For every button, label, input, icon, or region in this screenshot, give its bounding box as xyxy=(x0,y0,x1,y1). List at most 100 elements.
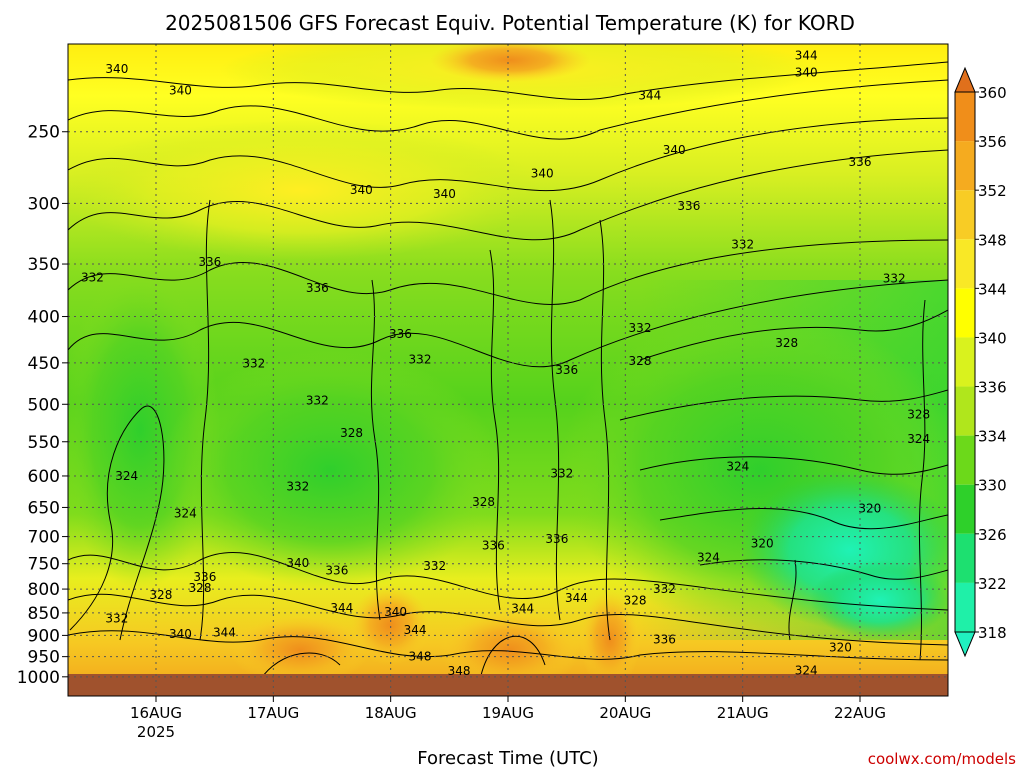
field-cool-core-2 xyxy=(810,560,948,640)
contour-label: 324 xyxy=(726,460,749,474)
colorbar-label: 360 xyxy=(978,84,1007,102)
contour-label: 336 xyxy=(325,563,348,577)
colorbar-label: 322 xyxy=(978,575,1007,593)
colorbar-segment xyxy=(955,337,975,387)
contour-line xyxy=(699,559,948,580)
contour-label: 328 xyxy=(907,407,930,421)
y-tick-label: 650 xyxy=(28,498,60,518)
contour-label: 336 xyxy=(545,532,568,546)
colorbar-segment xyxy=(955,239,975,289)
contour-line xyxy=(918,299,926,661)
y-tick-label: 850 xyxy=(28,604,60,624)
y-tick-label: 900 xyxy=(28,626,60,646)
contour-lines xyxy=(68,61,948,681)
field-warm-low-4 xyxy=(350,585,430,665)
contour-label: 344 xyxy=(404,623,427,637)
colorbar-label: 352 xyxy=(978,182,1007,200)
colorbar-label: 326 xyxy=(978,526,1007,544)
contour-label: 340 xyxy=(350,183,373,197)
y-tick-label: 450 xyxy=(28,354,60,374)
contour-line xyxy=(68,149,948,241)
contour-label: 344 xyxy=(638,89,661,103)
contour-label: 332 xyxy=(242,357,265,371)
contour-label: 340 xyxy=(433,187,456,201)
contour-label: 332 xyxy=(731,237,754,251)
contour-label: 332 xyxy=(423,559,446,573)
colorbar-segment xyxy=(955,190,975,240)
contour-label: 332 xyxy=(81,270,104,284)
contour-label: 344 xyxy=(213,625,236,639)
colorbar-label: 336 xyxy=(978,379,1007,397)
contour-label: 332 xyxy=(883,271,906,285)
y-tick-label: 400 xyxy=(28,308,60,328)
contour-label: 336 xyxy=(482,538,505,552)
contour-label: 332 xyxy=(306,393,329,407)
contour-label: 336 xyxy=(389,327,412,341)
colorbar-label: 348 xyxy=(978,231,1007,249)
contour-line xyxy=(489,249,501,611)
ground-surface xyxy=(68,674,948,696)
contour-label: 340 xyxy=(384,605,407,619)
colorbar-label: 340 xyxy=(978,329,1007,347)
y-tick-label: 700 xyxy=(28,528,60,548)
x-axis-label: Forecast Time (UTC) xyxy=(417,748,598,768)
contour-label: 324 xyxy=(174,506,197,520)
chart-title: 2025081506 GFS Forecast Equiv. Potential… xyxy=(165,11,855,35)
contour-label: 320 xyxy=(858,502,881,516)
y-tick-label: 350 xyxy=(28,255,60,275)
x-tick-label: 22AUG xyxy=(834,704,886,722)
y-tick-label: 300 xyxy=(28,194,60,214)
contour-line xyxy=(639,309,948,361)
contour-label: 324 xyxy=(907,432,930,446)
contour-label: 328 xyxy=(189,581,212,595)
colorbar-segment xyxy=(955,386,975,436)
contour-label: 336 xyxy=(555,363,578,377)
contour-label: 348 xyxy=(448,664,471,678)
colorbar-bottom-arrow xyxy=(954,631,976,658)
field-green-core-mid xyxy=(160,350,500,590)
x-tick-label: 21AUG xyxy=(717,704,769,722)
y-tick-label: 750 xyxy=(28,555,60,575)
contour-label: 332 xyxy=(550,466,573,480)
x-tick-label: 17AUG xyxy=(247,704,299,722)
contour-label: 340 xyxy=(795,65,818,79)
y-tick-label: 600 xyxy=(28,467,60,487)
contour-line xyxy=(788,559,797,641)
contour-line xyxy=(199,199,211,641)
contour-label: 332 xyxy=(629,321,652,335)
contour-label: 344 xyxy=(511,601,534,615)
x-tick-label: 19AUG xyxy=(482,704,534,722)
y-tick-label: 250 xyxy=(28,123,60,143)
contour-label: 324 xyxy=(795,663,818,677)
y-tick-label: 550 xyxy=(28,433,60,453)
contour-label: 328 xyxy=(629,354,652,368)
contour-line xyxy=(68,79,948,140)
contour-line xyxy=(68,239,948,305)
contour-label: 336 xyxy=(198,255,221,269)
contour-line xyxy=(659,507,948,530)
contour-label: 336 xyxy=(677,199,700,213)
contour-line xyxy=(479,635,546,681)
contour-label: 336 xyxy=(306,281,329,295)
contour-label: 340 xyxy=(105,62,128,76)
contour-line xyxy=(68,117,948,192)
contour-label: 344 xyxy=(795,49,818,63)
contour-label: 328 xyxy=(149,588,172,602)
colorbar-frame xyxy=(954,91,976,633)
contour-label: 336 xyxy=(849,155,872,169)
contour-label: 336 xyxy=(193,570,216,584)
contour-line xyxy=(68,630,948,661)
contour-label: 328 xyxy=(775,336,798,350)
contour-label: 332 xyxy=(286,479,309,493)
contour-label: 340 xyxy=(286,556,309,570)
colorbar-segment xyxy=(955,533,975,583)
contour-line xyxy=(68,593,948,646)
contour-label: 340 xyxy=(169,83,192,97)
colorbar: 360 356 352 348 344 340 336 334 330 326 322 318 xyxy=(954,66,1007,658)
field-warm-low-2 xyxy=(440,610,580,690)
y-tick-label: 800 xyxy=(28,580,60,600)
y-axis: 2503003504004505005506006507007508008509… xyxy=(17,123,68,688)
contour-label: 344 xyxy=(330,601,353,615)
colorbar-segment xyxy=(955,582,975,632)
